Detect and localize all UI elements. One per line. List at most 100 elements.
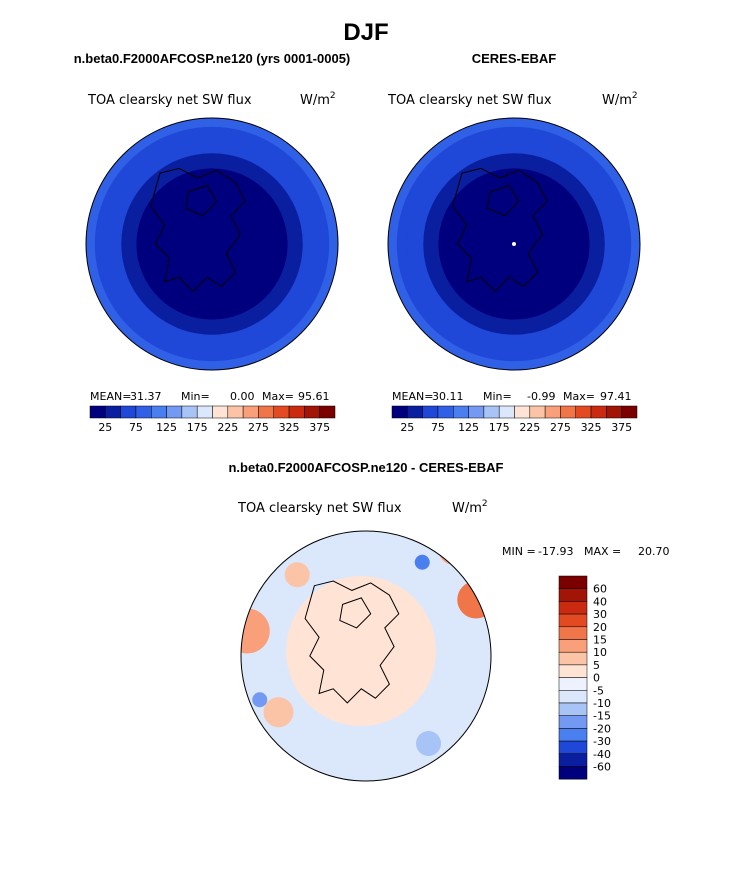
colorbar-swatch (304, 405, 320, 419)
colorbar-tick-label: 225 (217, 421, 238, 434)
colorbar-swatch (558, 601, 588, 615)
colorbar-tick-label: 125 (156, 421, 177, 434)
colorbar-swatch (407, 405, 423, 419)
colorbar-swatch (529, 405, 546, 419)
colorbar-tick-label: 225 (519, 421, 540, 434)
colorbar-tick-label: 175 (187, 421, 208, 434)
greenland-outline (486, 184, 520, 217)
colorbar-tick-label: 275 (248, 421, 269, 434)
colorbar-swatch (468, 405, 485, 419)
colorbar-swatch (105, 405, 121, 419)
diff-patch (438, 534, 469, 565)
colorbar-swatch (558, 728, 588, 742)
coastline (150, 167, 246, 293)
panel-model-title: n.beta0.F2000AFCOSP.ne120 (yrs 0001-0005… (74, 51, 351, 66)
colorbar-swatch (621, 405, 638, 419)
colorbar-tick-label: -5 (593, 684, 604, 697)
colorbar-tick-label: 5 (593, 659, 600, 672)
colorbar-tick-label: 20 (593, 621, 607, 634)
diff-patch (416, 731, 441, 756)
colorbar-swatch (558, 715, 588, 729)
panel-model-map-border (85, 117, 339, 371)
colorbar-tick-label: 375 (611, 421, 632, 434)
colorbar-swatch (258, 405, 274, 419)
colorbar-swatch (558, 690, 588, 704)
colorbar-swatch (558, 613, 588, 628)
colorbar-tick-label: 75 (129, 421, 143, 434)
flux-ring (136, 168, 288, 320)
colorbar-tick-label: 60 (593, 583, 607, 596)
colorbar-swatch (89, 405, 106, 419)
colorbar-swatch (558, 651, 588, 666)
panel-diff-plot-title: TOA clearsky net SW flux (237, 501, 402, 516)
colorbar-swatch (558, 753, 588, 767)
colorbar-swatch (273, 405, 290, 419)
colorbar-tick-label: -60 (593, 761, 611, 774)
panel-obs-units: W/m2 (602, 91, 638, 108)
colorbar-swatch (120, 405, 137, 419)
colorbar-swatch (391, 405, 408, 419)
panel-model-units: W/m2 (300, 91, 336, 108)
colorbar-tick-label: 325 (279, 421, 300, 434)
colorbar-swatch (437, 405, 454, 419)
colorbar-tick-label: -20 (593, 722, 611, 735)
panel-diff-map (241, 531, 491, 781)
panel-model-map (86, 118, 338, 370)
colorbar-swatch (558, 677, 588, 691)
colorbar-tick-label: 25 (98, 421, 112, 434)
colorbar-swatch (558, 575, 588, 589)
colorbar-tick-label: 175 (489, 421, 510, 434)
colorbar-swatch (558, 626, 588, 640)
panel-obs-title: CERES-EBAF (472, 51, 557, 66)
colorbar-tick-label: -40 (593, 748, 611, 761)
diff-patch (263, 697, 294, 728)
diff-patch (241, 608, 270, 654)
panel-diff-map-border (240, 530, 492, 782)
panel-obs-plot-title: TOA clearsky net SW flux (387, 93, 552, 108)
greenland-outline (184, 184, 218, 217)
diff-patch (414, 554, 430, 570)
panel-model-plot-title: TOA clearsky net SW flux (87, 93, 252, 108)
colorbar-tick-label: 10 (593, 646, 607, 659)
pole-marker (512, 242, 516, 246)
colorbar-tick-label: 325 (581, 421, 602, 434)
colorbar-swatch (212, 405, 229, 419)
colorbar-swatch (196, 405, 213, 419)
colorbar-swatch (181, 405, 198, 419)
colorbar-tick-label: 0 (593, 672, 600, 685)
colorbar-swatch (483, 405, 500, 419)
colorbar-swatch (544, 405, 561, 419)
colorbar-swatch (288, 405, 305, 419)
colorbar-swatch (558, 664, 588, 678)
panel-diff-stats: MIN = -17.93 MAX = 20.70 (502, 545, 670, 558)
panel-obs-stats: MEAN= 30.11 Min= -0.99 Max= 97.41 (392, 390, 632, 403)
colorbar-swatch (560, 405, 576, 419)
colorbar-swatch (558, 588, 588, 602)
panel-model-colorbar: 25 75 125 175 225 275 325 375 (89, 405, 336, 434)
colorbar-swatch (558, 639, 588, 653)
coastline (304, 580, 400, 704)
colorbar-swatch (558, 702, 588, 716)
colorbar-swatch (590, 405, 607, 419)
colorbar-tick-label: 40 (593, 595, 607, 608)
diff-patch (457, 581, 491, 619)
colorbar-tick-label: 25 (400, 421, 414, 434)
colorbar-tick-label: -10 (593, 697, 611, 710)
colorbar-swatch (422, 405, 439, 419)
colorbar-swatch (606, 405, 622, 419)
panel-model-stats: MEAN= 31.37 Min= 0.00 Max= 95.61 (90, 390, 330, 403)
panel-obs-map-border (387, 117, 641, 371)
panel-diff-units: W/m2 (452, 499, 488, 516)
panel-obs-map (388, 118, 640, 370)
colorbar-swatch (575, 405, 592, 419)
page-title: DJF (343, 19, 388, 46)
colorbar-tick-label: 75 (431, 421, 445, 434)
colorbar-tick-label: 275 (550, 421, 571, 434)
greenland-outline (339, 597, 372, 629)
coastline (452, 167, 548, 293)
colorbar-tick-label: -15 (593, 710, 611, 723)
colorbar-swatch (558, 766, 588, 780)
panel-obs-colorbar: 25 75 125 175 225 275 325 375 (391, 405, 638, 434)
colorbar-tick-label: 15 (593, 634, 607, 647)
panel-diff: n.beta0.F2000AFCOSP.ne120 - CERES-EBAF T… (228, 460, 670, 782)
